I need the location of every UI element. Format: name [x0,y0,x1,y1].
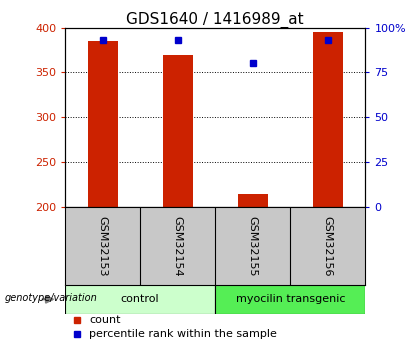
Text: percentile rank within the sample: percentile rank within the sample [89,329,277,339]
Bar [238,194,268,207]
Text: GSM32153: GSM32153 [97,216,108,276]
Title: GDS1640 / 1416989_at: GDS1640 / 1416989_at [126,11,304,28]
Text: GSM32156: GSM32156 [323,216,333,276]
Text: count: count [89,315,121,325]
Bar [313,32,343,207]
Text: GSM32154: GSM32154 [173,216,183,276]
Bar [88,41,118,207]
Bar [65,285,215,314]
Text: control: control [121,294,160,304]
Text: genotype/variation: genotype/variation [4,294,97,303]
Text: GSM32155: GSM32155 [248,216,258,276]
Bar [163,55,193,207]
Bar [215,285,365,314]
Text: myocilin transgenic: myocilin transgenic [236,294,345,304]
